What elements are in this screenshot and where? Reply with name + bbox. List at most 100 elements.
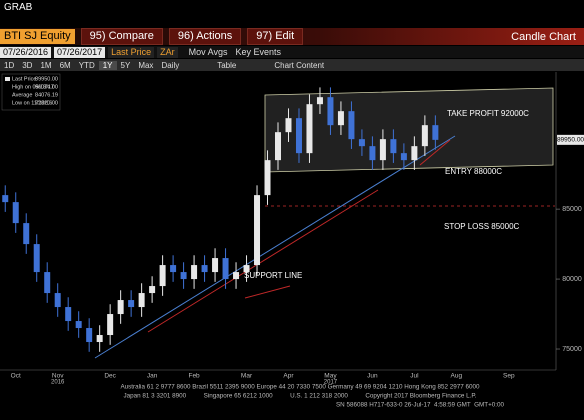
legend-value: 72820.00: [35, 100, 58, 106]
candle-body: [75, 321, 82, 329]
x-tick-label: Jun: [367, 373, 378, 380]
candle-body: [96, 335, 103, 343]
x-tick-label: Jul: [410, 373, 419, 380]
candle-body: [316, 97, 323, 105]
period-button[interactable]: 1Y: [98, 60, 117, 70]
legend: Last Price 89950.00 High on 05/18/17 960…: [5, 76, 58, 106]
legend-label: Average: [12, 92, 32, 98]
candle-body: [233, 272, 240, 280]
period-button[interactable]: 1D: [4, 60, 15, 70]
legend-label: High on 05/18/17: [12, 84, 54, 90]
annotation: STOP LOSS 85000C: [444, 222, 520, 231]
annotation: ENTRY 88000C: [445, 167, 502, 176]
candle-body: [65, 307, 72, 322]
candle-body: [327, 97, 334, 126]
candle-body: [2, 195, 9, 203]
candle-body: [222, 258, 229, 280]
trend-line: [419, 139, 451, 166]
chart-type: Candle Chart: [511, 30, 576, 43]
candle-body: [128, 300, 135, 308]
x-tick-label: Apr: [283, 373, 294, 380]
candle-body: [33, 244, 40, 273]
start-date[interactable]: 07/26/2016: [0, 46, 52, 58]
currency-select[interactable]: ZAr: [157, 46, 178, 58]
trend-line: [244, 285, 291, 299]
period-button[interactable]: 3D: [22, 60, 33, 70]
y-tick-label: 85000: [562, 206, 582, 213]
last-price-marker: [557, 134, 584, 145]
candle-body: [12, 202, 19, 224]
y-tick-label: 80000: [562, 276, 582, 283]
candle-body: [348, 111, 355, 140]
compare-button[interactable]: 95) Compare: [80, 28, 163, 45]
option-checkbox[interactable]: Mov Avgs: [188, 47, 228, 57]
legend-value: 84076.19: [35, 92, 58, 98]
x-tick-label: Mar: [241, 373, 253, 380]
candle-body: [107, 314, 114, 336]
frequency-select[interactable]: Daily: [161, 60, 180, 70]
tab[interactable]: Table: [217, 60, 237, 70]
actions-button[interactable]: 96) Actions: [168, 28, 242, 45]
legend-value: 96074.00: [35, 84, 58, 90]
period-button[interactable]: Max: [138, 60, 154, 70]
period-button[interactable]: 5Y: [120, 60, 131, 70]
candle-body: [264, 160, 271, 196]
candle-body: [254, 195, 261, 266]
legend-value: 89950.00: [35, 76, 58, 82]
x-tick-label: Sep: [503, 373, 515, 380]
plot-area: [0, 72, 556, 370]
trading-channel: [264, 87, 554, 173]
footer-line: Australia 61 2 9777 8600 Brazil 5511 239…: [120, 384, 480, 391]
x-tick-label: Jan: [147, 373, 158, 380]
legend-box: [1, 73, 61, 111]
candle-body: [159, 265, 166, 287]
candle-body: [379, 139, 386, 161]
candle-body: [295, 118, 302, 154]
option-checkbox[interactable]: Key Events: [235, 47, 282, 57]
candle-body: [369, 146, 376, 161]
candle-body: [191, 265, 198, 280]
controls: 07/26/2016 07/26/2017 Last Price ZAr Mov…: [0, 46, 584, 58]
security-field[interactable]: BTI SJ Equity: [0, 29, 75, 44]
legend-label: Low on 11/10/16: [12, 100, 52, 106]
candle-body: [138, 293, 145, 308]
tab[interactable]: Chart Content: [274, 60, 325, 70]
candle-body: [212, 258, 219, 273]
annotation: TAKE PROFIT 92000C: [447, 109, 529, 118]
field-select[interactable]: Last Price: [108, 46, 155, 58]
candle-body: [306, 104, 313, 154]
period-button[interactable]: 6M: [59, 60, 71, 70]
support-line: [94, 135, 456, 359]
candle-body: [149, 286, 156, 294]
candle-body: [358, 139, 365, 147]
candle-body: [411, 146, 418, 161]
period-button[interactable]: 1M: [40, 60, 52, 70]
candle-body: [432, 125, 439, 140]
candle-body: [275, 132, 281, 161]
trend-line: [147, 189, 379, 333]
x-tick-label: Dec: [104, 373, 116, 380]
candle-body: [243, 265, 250, 273]
candle-body: [44, 272, 51, 294]
candle-body: [285, 118, 292, 133]
candle-body: [201, 265, 208, 273]
footer-line: Japan 81 3 3201 8900 Singapore 65 6212 1…: [123, 393, 476, 400]
candle-body: [86, 328, 93, 343]
annotation: SUPPORT LINE: [244, 271, 302, 280]
x-tick-label: Feb: [188, 373, 200, 380]
candle-body: [117, 300, 124, 315]
x-tick-sublabel: 2016: [51, 380, 65, 386]
period-button[interactable]: YTD: [78, 60, 95, 70]
x-tick-sublabel: 2017: [324, 380, 338, 386]
period-bar: 1D 3D 1M 6M YTD 1Y 5Y Max Daily Table Ch…: [0, 59, 584, 71]
end-date[interactable]: 07/26/2017: [54, 46, 106, 58]
candle-body: [23, 223, 30, 245]
last-price-label: 89950.00: [557, 137, 584, 144]
x-tick-label: May: [324, 373, 337, 380]
candle-body: [390, 139, 397, 154]
y-tick-label: 75000: [562, 346, 582, 353]
edit-button[interactable]: 97) Edit: [247, 28, 304, 45]
x-tick-label: Oct: [11, 373, 21, 380]
